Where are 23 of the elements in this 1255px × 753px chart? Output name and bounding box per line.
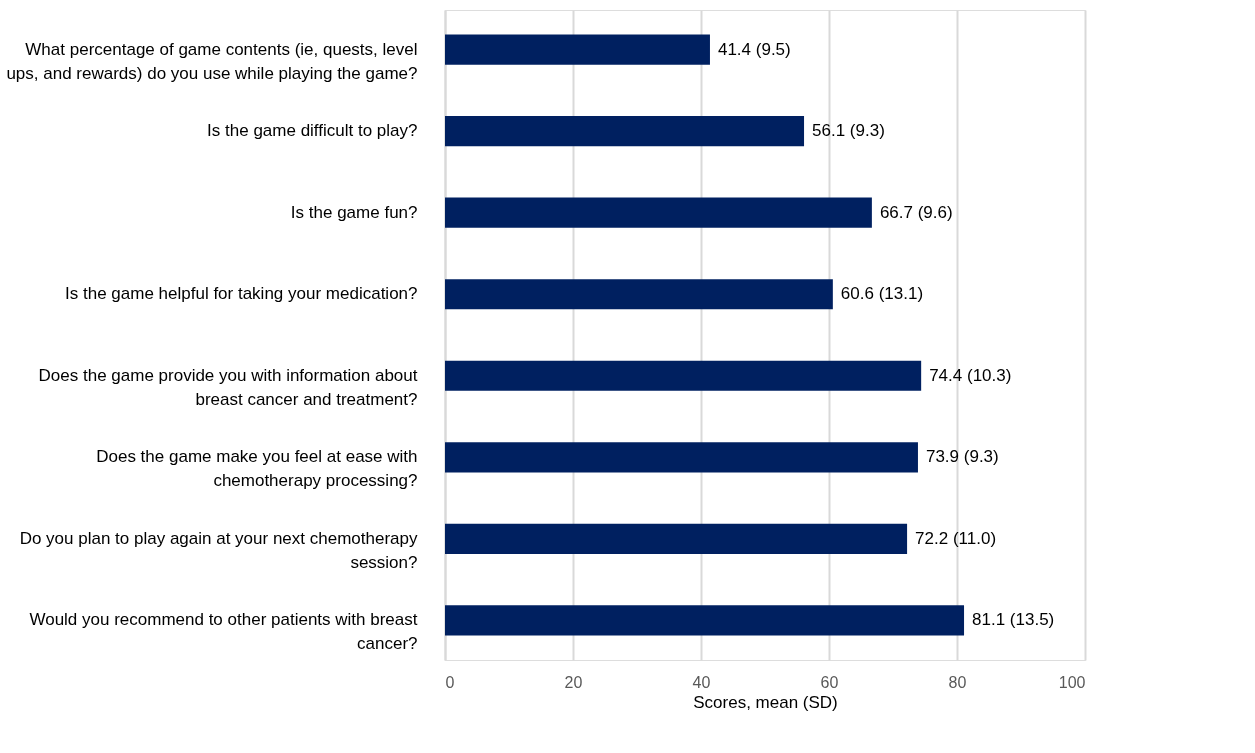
x-tick-label: 100	[1058, 673, 1086, 691]
data-label: 56.1 (9.3)	[812, 121, 885, 141]
y-tick-label: Is the game helpful for taking your medication?	[65, 284, 418, 304]
y-tick-label: Does the game make you feel at ease with chemotherapy processing?	[96, 447, 418, 491]
data-label: 81.1 (13.5)	[972, 610, 1055, 630]
x-tick-label: 0	[445, 673, 455, 691]
y-tick-label: Does the game provide you with information about breast cancer and treatment?	[38, 365, 418, 409]
x-tick-label: 20	[564, 673, 583, 691]
y-tick-label: Is the game fun?	[290, 202, 418, 222]
data-label: 74.4 (10.3)	[929, 365, 1012, 385]
x-tick-label: 40	[692, 673, 711, 691]
x-axis-title: Scores, mean (SD)	[693, 692, 838, 712]
data-label: 41.4 (9.5)	[717, 39, 791, 59]
y-tick-label: Would you recommend to other patients with breast cancer?	[29, 610, 418, 654]
y-tick-label: Do you plan to play again at your next chemotherapy session?	[19, 528, 418, 572]
data-label: 66.7 (9.6)	[879, 202, 953, 222]
data-label: 72.2 (11.0)	[915, 528, 997, 548]
y-tick-label: Is the game difficult to play?	[207, 121, 418, 141]
x-tick-label: 60	[820, 673, 839, 691]
data-label: 73.9 (9.3)	[925, 447, 999, 467]
x-tick-label: 80	[948, 673, 967, 691]
y-tick-label: What percentage of game contents (ie, quests, level ups, and rewards) do you use while playing the game?	[6, 39, 418, 83]
data-label: 60.6 (13.1)	[840, 284, 924, 304]
